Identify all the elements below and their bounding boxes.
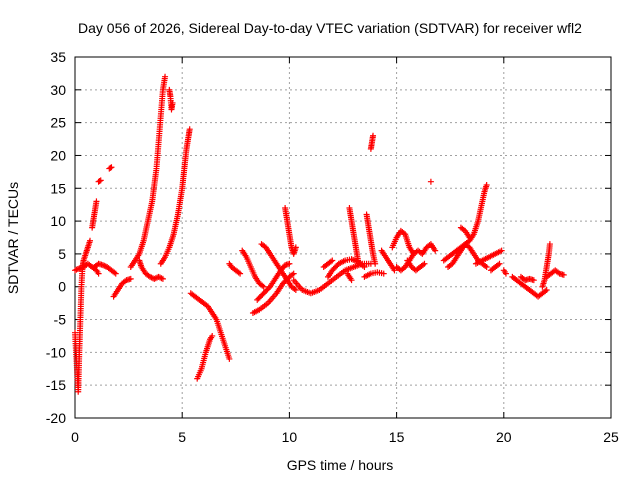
y-tick-label: 10 [50,213,66,229]
data-point [292,287,299,294]
plot-frame [74,56,612,419]
data-point [427,178,434,185]
y-tick-label: -5 [54,312,67,328]
data-point [169,99,176,106]
data-point [466,234,473,241]
data-point [483,181,490,188]
data-series [72,73,567,395]
x-tick-label: 15 [389,429,405,445]
data-point [560,271,567,278]
data-point [498,247,505,254]
data-point [226,355,233,362]
data-point [162,73,169,80]
y-tick-label: 20 [50,147,66,163]
x-tick-label: 10 [282,429,298,445]
data-point [209,332,216,339]
data-point [152,275,159,282]
data-point [186,126,193,133]
data-point [502,270,509,277]
data-point [530,277,537,284]
data-point [96,178,103,185]
y-tick-label: 15 [50,180,66,196]
data-point [127,275,134,282]
data-point [237,270,244,277]
x-tick-label: 25 [603,429,619,445]
y-axis: -20 -15 -10 -5 0 5 10 15 20 25 30 35 [46,49,611,426]
y-tick-label: 5 [58,246,66,262]
data-point [380,270,387,277]
grid [75,57,611,418]
x-axis-label: GPS time / hours [287,457,394,473]
data-point [159,275,166,282]
y-tick-label: 25 [50,115,66,131]
data-point [93,198,100,205]
data-point [95,270,102,277]
x-tick-label: 5 [178,429,186,445]
data-point [348,277,355,284]
y-tick-label: -10 [46,344,66,360]
data-point [108,164,115,171]
data-point [158,275,165,282]
data-point [483,264,490,271]
data-point [421,260,428,267]
data-point [432,247,439,254]
data-point [543,287,550,294]
x-tick-label: 20 [496,429,512,445]
y-tick-label: -15 [46,377,66,393]
x-axis: 0 5 10 15 20 25 [71,57,619,445]
data-point [329,257,336,264]
data-point [370,132,377,139]
data-point [157,274,164,281]
y-tick-label: -20 [46,410,66,426]
data-point [292,244,299,251]
data-point [97,177,104,184]
y-tick-label: 0 [58,279,66,295]
data-point [290,270,297,277]
x-tick-label: 0 [71,429,79,445]
y-tick-label: 30 [50,82,66,98]
y-axis-label: SDTVAR / TECUs [5,182,21,294]
data-point [107,164,114,171]
data-point [546,241,553,248]
data-point [372,260,379,267]
data-point [496,260,503,267]
data-point [87,237,94,244]
data-point [361,264,368,271]
chart-title: Day 056 of 2026, Sidereal Day-to-day VTE… [78,20,582,36]
y-tick-label: 35 [50,49,66,65]
data-point [391,267,398,274]
data-point [260,283,267,290]
data-point [286,260,293,267]
data-point [355,257,362,264]
data-point [112,270,119,277]
